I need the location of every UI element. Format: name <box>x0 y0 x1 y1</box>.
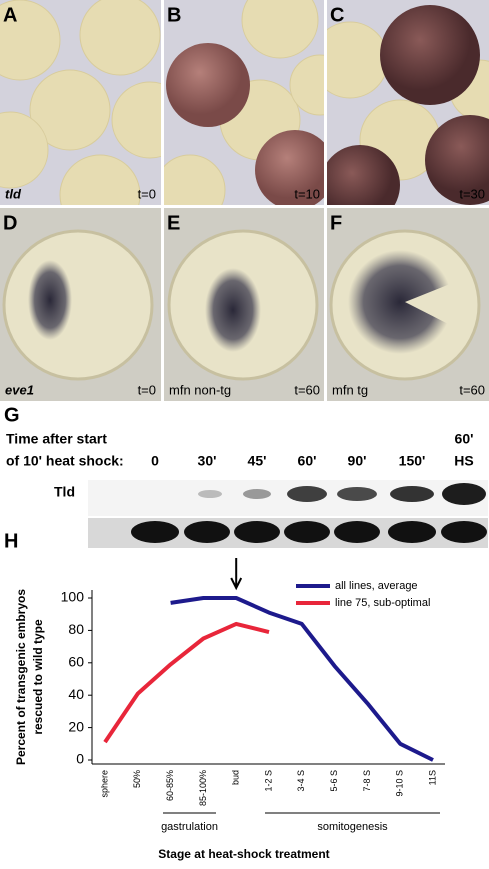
blot-heading: of 10' heat shock: <box>6 453 124 469</box>
panel-photo <box>0 208 161 401</box>
annotation: somitogenesis <box>317 821 388 833</box>
panel-letter: C <box>330 4 344 26</box>
legend-label: line 75, sub-optimal <box>335 597 430 609</box>
y-tick-label: 0 <box>76 751 84 767</box>
x-tick-label: 11S <box>427 770 437 785</box>
lane-label: 60' <box>455 431 474 447</box>
x-tick-label: 60-85% <box>165 770 175 801</box>
series-line <box>103 621 270 744</box>
panel-photo <box>164 208 324 401</box>
panel-letter: F <box>330 212 342 234</box>
x-tick-label: 85-100% <box>198 770 208 806</box>
panel-letter: B <box>167 4 181 26</box>
lane-label: 0 <box>151 453 159 469</box>
lane-label: 45' <box>248 453 267 469</box>
panel-time: t=0 <box>138 186 156 201</box>
panel-letter: D <box>3 212 17 234</box>
panel-label: eve1 <box>5 382 34 397</box>
y-axis-title: rescued to wild type <box>31 619 45 735</box>
y-tick-label: 20 <box>68 718 84 734</box>
panel-letter: G <box>4 404 20 426</box>
panel-time: t=60 <box>459 382 485 397</box>
row-label: Tld <box>54 484 75 500</box>
panel-label: tld <box>5 186 22 201</box>
panel-time: t=60 <box>294 382 320 397</box>
blot-heading: Time after start <box>6 431 107 447</box>
legend-label: all lines, average <box>335 580 418 592</box>
panel-photo <box>164 0 324 205</box>
lane-label: 90' <box>348 453 367 469</box>
x-tick-label: 50% <box>132 770 142 788</box>
panel-photo <box>327 0 489 205</box>
panel-time: t=30 <box>459 186 485 201</box>
panel-letter: H <box>4 530 18 552</box>
lane-label: 150' <box>399 453 426 469</box>
x-axis-title: Stage at heat-shock treatment <box>158 847 329 861</box>
photo-panels <box>0 0 489 401</box>
annotation: gastrulation <box>161 821 218 833</box>
series-line <box>170 596 434 762</box>
y-tick-label: 80 <box>68 621 84 637</box>
y-tick-label: 100 <box>61 589 85 605</box>
lane-label: 30' <box>198 453 217 469</box>
panel-label: mfn non-tg <box>169 382 231 397</box>
x-tick-label: bud <box>231 770 241 785</box>
panel-photo <box>327 208 489 401</box>
x-tick-label: 9-10 S <box>395 770 405 797</box>
x-tick-label: 3-4 S <box>296 770 306 792</box>
panel-label: mfn tg <box>332 382 368 397</box>
panel-letter: E <box>167 212 180 234</box>
lane-label: 60' <box>298 453 317 469</box>
x-tick-label: 1-2 S <box>263 770 273 792</box>
panel-time: t=0 <box>138 382 156 397</box>
lane-note: HS <box>454 453 473 469</box>
arrow <box>230 558 243 591</box>
x-tick-label: 5-6 S <box>329 770 339 792</box>
y-axis-title: Percent of transgenic embryos <box>14 589 28 765</box>
blot <box>88 480 488 548</box>
panel-photo <box>0 0 161 205</box>
x-tick-label: 7-8 S <box>362 770 372 792</box>
panel-time: t=10 <box>294 186 320 201</box>
y-tick-label: 60 <box>68 654 84 670</box>
y-tick-label: 40 <box>68 686 84 702</box>
x-tick-label: sphere <box>99 770 109 798</box>
panel-letter: A <box>3 4 17 26</box>
